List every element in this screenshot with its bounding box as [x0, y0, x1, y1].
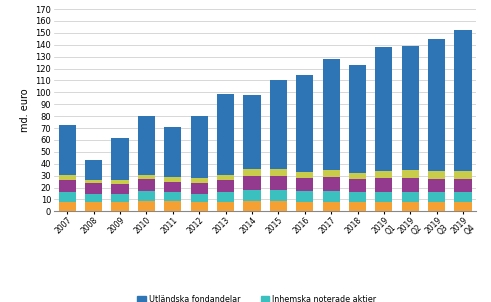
Bar — [296, 172, 313, 178]
Bar — [402, 178, 419, 192]
Bar — [455, 31, 472, 171]
Bar — [164, 182, 181, 192]
Bar — [138, 191, 155, 201]
Bar — [455, 171, 472, 179]
Bar — [270, 190, 287, 201]
Bar — [244, 190, 261, 201]
Bar — [164, 127, 181, 177]
Bar — [244, 176, 261, 190]
Bar — [191, 194, 208, 202]
Bar — [111, 194, 129, 202]
Bar — [349, 192, 366, 202]
Bar — [402, 202, 419, 211]
Bar — [217, 192, 234, 202]
Y-axis label: md. euro: md. euro — [20, 88, 30, 132]
Bar — [428, 179, 445, 192]
Bar — [191, 183, 208, 194]
Bar — [58, 124, 76, 175]
Bar — [85, 183, 102, 194]
Bar — [270, 201, 287, 211]
Bar — [428, 192, 445, 202]
Bar — [455, 179, 472, 192]
Bar — [349, 65, 366, 173]
Legend: Utländska fondandelar, Inhemska fondandelar, Utländska noterade aktier, Inhemska: Utländska fondandelar, Inhemska fondande… — [135, 292, 379, 302]
Bar — [323, 202, 340, 211]
Bar — [164, 192, 181, 201]
Bar — [323, 59, 340, 170]
Bar — [244, 201, 261, 211]
Bar — [111, 181, 129, 184]
Bar — [58, 202, 76, 211]
Bar — [244, 95, 261, 169]
Bar — [217, 181, 234, 192]
Bar — [191, 116, 208, 178]
Bar — [375, 202, 392, 211]
Bar — [138, 179, 155, 191]
Bar — [375, 192, 392, 202]
Bar — [111, 184, 129, 194]
Bar — [375, 47, 392, 171]
Bar — [85, 160, 102, 181]
Bar — [58, 192, 76, 202]
Bar — [455, 192, 472, 202]
Bar — [323, 177, 340, 191]
Bar — [191, 202, 208, 211]
Bar — [375, 178, 392, 192]
Bar — [138, 116, 155, 175]
Bar — [349, 173, 366, 179]
Bar — [217, 175, 234, 181]
Bar — [455, 202, 472, 211]
Bar — [270, 169, 287, 176]
Bar — [402, 170, 419, 178]
Bar — [428, 202, 445, 211]
Bar — [164, 201, 181, 211]
Bar — [85, 202, 102, 211]
Bar — [138, 175, 155, 179]
Bar — [296, 75, 313, 172]
Bar — [270, 80, 287, 169]
Bar — [217, 202, 234, 211]
Bar — [375, 171, 392, 178]
Bar — [138, 201, 155, 211]
Bar — [296, 202, 313, 211]
Bar — [85, 181, 102, 183]
Bar — [85, 194, 102, 202]
Bar — [111, 202, 129, 211]
Bar — [349, 179, 366, 192]
Bar — [323, 170, 340, 177]
Bar — [111, 138, 129, 181]
Bar — [244, 169, 261, 176]
Bar — [428, 171, 445, 179]
Bar — [323, 191, 340, 202]
Bar — [296, 191, 313, 202]
Bar — [402, 46, 419, 170]
Bar — [349, 202, 366, 211]
Bar — [217, 94, 234, 175]
Bar — [164, 177, 181, 182]
Bar — [58, 181, 76, 192]
Bar — [296, 178, 313, 191]
Bar — [402, 192, 419, 202]
Bar — [270, 176, 287, 190]
Bar — [428, 39, 445, 171]
Bar — [191, 178, 208, 183]
Bar — [58, 175, 76, 181]
